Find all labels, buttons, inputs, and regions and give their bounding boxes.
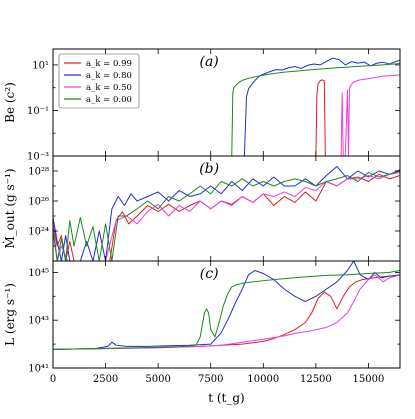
series-line (53, 270, 400, 350)
y-tick-label: 10²⁴ (28, 227, 49, 238)
series-line (53, 171, 400, 261)
y-axis-label: L (erg s⁻¹) (3, 283, 17, 346)
x-tick-label: 10000 (247, 374, 279, 385)
series-line (53, 165, 400, 261)
series-line (53, 274, 400, 350)
axes-frame (52, 155, 401, 262)
series-group (53, 165, 400, 261)
series-line (339, 74, 400, 156)
series-group (53, 261, 400, 350)
series-group (229, 57, 400, 156)
panel-label: (a) (200, 54, 219, 70)
panel-a: 10⁻³ 10⁻¹ 10¹ (a) Be (c²) a_k = 0.99 a_k = 0.8… (3, 48, 401, 163)
x-axis-label: t (t_g) (208, 391, 245, 405)
series-line (242, 57, 400, 156)
y-axis-label: Ṁ_out (g s⁻¹) (2, 168, 17, 248)
y-tick-label: 10¹ (32, 60, 49, 71)
x-tick-label: 7500 (198, 374, 223, 385)
series-line (53, 170, 400, 261)
legend-label: a_k = 0.99 (86, 59, 132, 69)
legend-box (58, 53, 140, 109)
y-tick-label: 10²⁶ (28, 197, 49, 208)
y-tick-label: 10⁻¹ (27, 106, 49, 117)
legend-label: a_k = 0.50 (86, 83, 132, 93)
x-tick-label: 12500 (300, 374, 332, 385)
y-axis-label: Be (c²) (3, 82, 17, 123)
series-line (229, 63, 400, 156)
x-tick-label: 2500 (93, 374, 118, 385)
y-tick-label: 10⁴³ (28, 316, 49, 327)
panel-b: 10²⁴ 10²⁶ 10²⁸ (b) Ṁ_out (g s⁻¹) (2, 155, 401, 262)
series-line (313, 79, 328, 156)
panel-label: (b) (199, 161, 219, 177)
y-tick-label: 10⁻³ (27, 152, 49, 163)
axes-frame (52, 260, 401, 369)
y-tick-label: 10⁴¹ (28, 364, 49, 375)
legend: a_k = 0.99 a_k = 0.80 a_k = 0.50 a_k = 0.00 (58, 53, 140, 109)
panel-c: 10⁴¹ 10⁴³ 10⁴⁵ (c) L (erg s⁻¹) 0 2500 5000 7500 1… (3, 260, 401, 405)
x-tick-label: 0 (50, 374, 56, 385)
panel-label: (c) (200, 266, 219, 282)
y-tick-label: 10²⁸ (28, 167, 49, 178)
legend-label: a_k = 0.80 (86, 71, 132, 81)
y-tick-label: 10⁴⁵ (28, 268, 49, 279)
series-line (53, 261, 400, 350)
x-tick-label: 5000 (145, 374, 170, 385)
legend-label: a_k = 0.00 (86, 95, 132, 105)
x-tick-label: 15000 (353, 374, 385, 385)
